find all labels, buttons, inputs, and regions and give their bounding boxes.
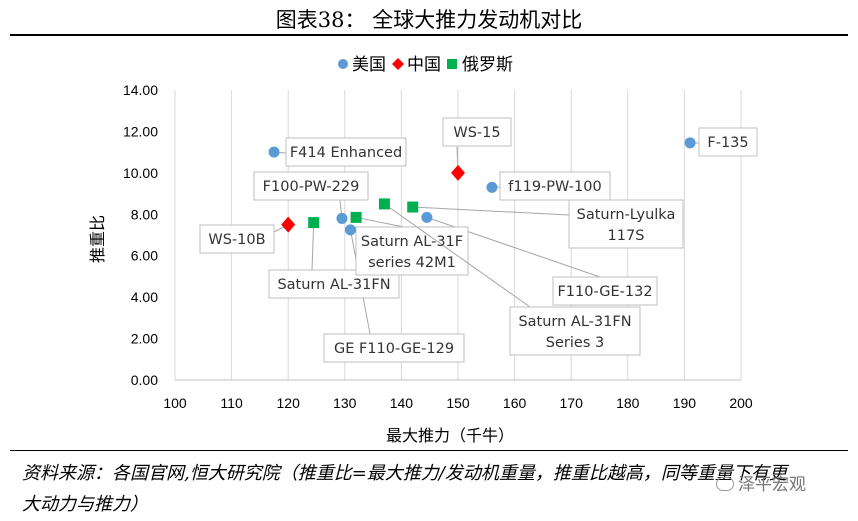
y-tick-label: 14.00 bbox=[123, 82, 158, 98]
point-label-line: Saturn AL-31FN bbox=[518, 314, 631, 330]
legend-entry: 俄罗斯 bbox=[447, 55, 513, 75]
callout-box bbox=[199, 224, 275, 254]
point-label: F100-PW-229 bbox=[263, 179, 360, 195]
callout-box bbox=[552, 276, 658, 306]
data-point-russia bbox=[308, 217, 320, 229]
data-point-china bbox=[281, 216, 296, 233]
data-point-russia bbox=[407, 201, 419, 213]
callout-box bbox=[698, 127, 758, 157]
data-point-us bbox=[684, 137, 696, 149]
y-tick-label: 0.00 bbox=[131, 372, 158, 388]
callout-leader-line bbox=[311, 222, 315, 271]
callout-box bbox=[442, 117, 512, 147]
legend-square-marker bbox=[447, 59, 457, 69]
point-label: GE F110-GE-129 bbox=[334, 341, 454, 357]
x-tick-label: 140 bbox=[390, 395, 414, 411]
point-label-line: 117S bbox=[608, 228, 645, 244]
data-point-us bbox=[344, 224, 356, 236]
callout-box bbox=[499, 171, 611, 201]
callout-box bbox=[323, 333, 465, 363]
y-tick-label: 12.00 bbox=[123, 123, 158, 139]
x-tick-label: 170 bbox=[560, 395, 584, 411]
x-tick-label: 120 bbox=[277, 395, 301, 411]
data-point-us bbox=[268, 146, 280, 158]
x-tick-label: 190 bbox=[673, 395, 697, 411]
point-label-line: Saturn AL-31F bbox=[361, 234, 463, 250]
point-label: F110-GE-132 bbox=[557, 284, 652, 300]
x-tick-label: 110 bbox=[220, 395, 243, 411]
callout-leader-line bbox=[412, 206, 570, 216]
legend-label: 俄罗斯 bbox=[462, 55, 513, 75]
source-note: 资料来源：各国官网,恒大研究院（推重比=最大推力/发动机重量，推重比越高，同等重… bbox=[22, 463, 787, 515]
point-label: Saturn-Lyulka 117S bbox=[577, 207, 676, 244]
callout-box bbox=[253, 171, 369, 201]
x-tick-label: 200 bbox=[729, 395, 753, 411]
data-point-us bbox=[421, 211, 433, 223]
x-tick-label: 180 bbox=[616, 395, 640, 411]
legend-circle-marker bbox=[338, 59, 348, 69]
callout-leader-line bbox=[384, 203, 531, 308]
y-axis-label: 推重比 bbox=[88, 215, 107, 263]
point-label-line: series 42M1 bbox=[368, 255, 456, 271]
callout-box bbox=[509, 306, 641, 356]
data-point-russia bbox=[350, 211, 362, 223]
point-label: f119-PW-100 bbox=[508, 179, 601, 195]
wechat-icon bbox=[716, 477, 734, 491]
callout-box bbox=[355, 226, 469, 276]
callout-box bbox=[568, 199, 684, 249]
data-point-russia bbox=[378, 198, 390, 210]
point-label: F-135 bbox=[707, 135, 748, 151]
legend-diamond-marker bbox=[392, 58, 404, 70]
callout-box bbox=[285, 137, 407, 167]
x-axis-label: 最大推力（千牛） bbox=[386, 426, 514, 445]
legend-entry: 中国 bbox=[392, 55, 441, 75]
x-tick-label: 150 bbox=[446, 395, 470, 411]
data-point-china bbox=[451, 164, 465, 181]
point-label: F414 Enhanced bbox=[290, 145, 402, 161]
x-tick-label: 100 bbox=[163, 395, 187, 411]
y-tick-label: 2.00 bbox=[131, 331, 158, 347]
data-point-us bbox=[486, 181, 498, 193]
watermark-text: 泽平宏观 bbox=[738, 475, 806, 495]
point-label-line: Saturn-Lyulka bbox=[577, 207, 676, 223]
legend-entry: 美国 bbox=[338, 55, 386, 75]
y-tick-label: 6.00 bbox=[131, 248, 158, 264]
legend-label: 中国 bbox=[407, 55, 441, 75]
watermark: 泽平宏观 bbox=[716, 470, 806, 495]
y-tick-label: 4.00 bbox=[131, 289, 158, 305]
data-point-us bbox=[336, 212, 348, 224]
x-tick-label: 130 bbox=[333, 395, 357, 411]
y-tick-label: 8.00 bbox=[131, 206, 158, 222]
figure-title: 图表38： 全球大推力发动机对比 bbox=[275, 8, 583, 32]
point-label: Saturn AL-31F series 42M1 bbox=[361, 234, 463, 271]
point-label: WS-15 bbox=[453, 125, 500, 141]
point-label: WS-10B bbox=[208, 232, 265, 248]
title-rule bbox=[10, 34, 848, 36]
scatter-chart: 100 110 120 130 140 150 160 170 180 190 200 0.00 2.0… bbox=[88, 55, 758, 445]
source-rule bbox=[10, 450, 848, 451]
point-label-line: Series 3 bbox=[546, 335, 604, 351]
legend-label: 美国 bbox=[352, 55, 386, 75]
point-label: Saturn AL-31FN bbox=[277, 277, 390, 293]
x-tick-label: 160 bbox=[503, 395, 527, 411]
y-tick-label: 10.00 bbox=[123, 165, 158, 181]
point-label: Saturn AL-31FN Series 3 bbox=[518, 314, 631, 351]
